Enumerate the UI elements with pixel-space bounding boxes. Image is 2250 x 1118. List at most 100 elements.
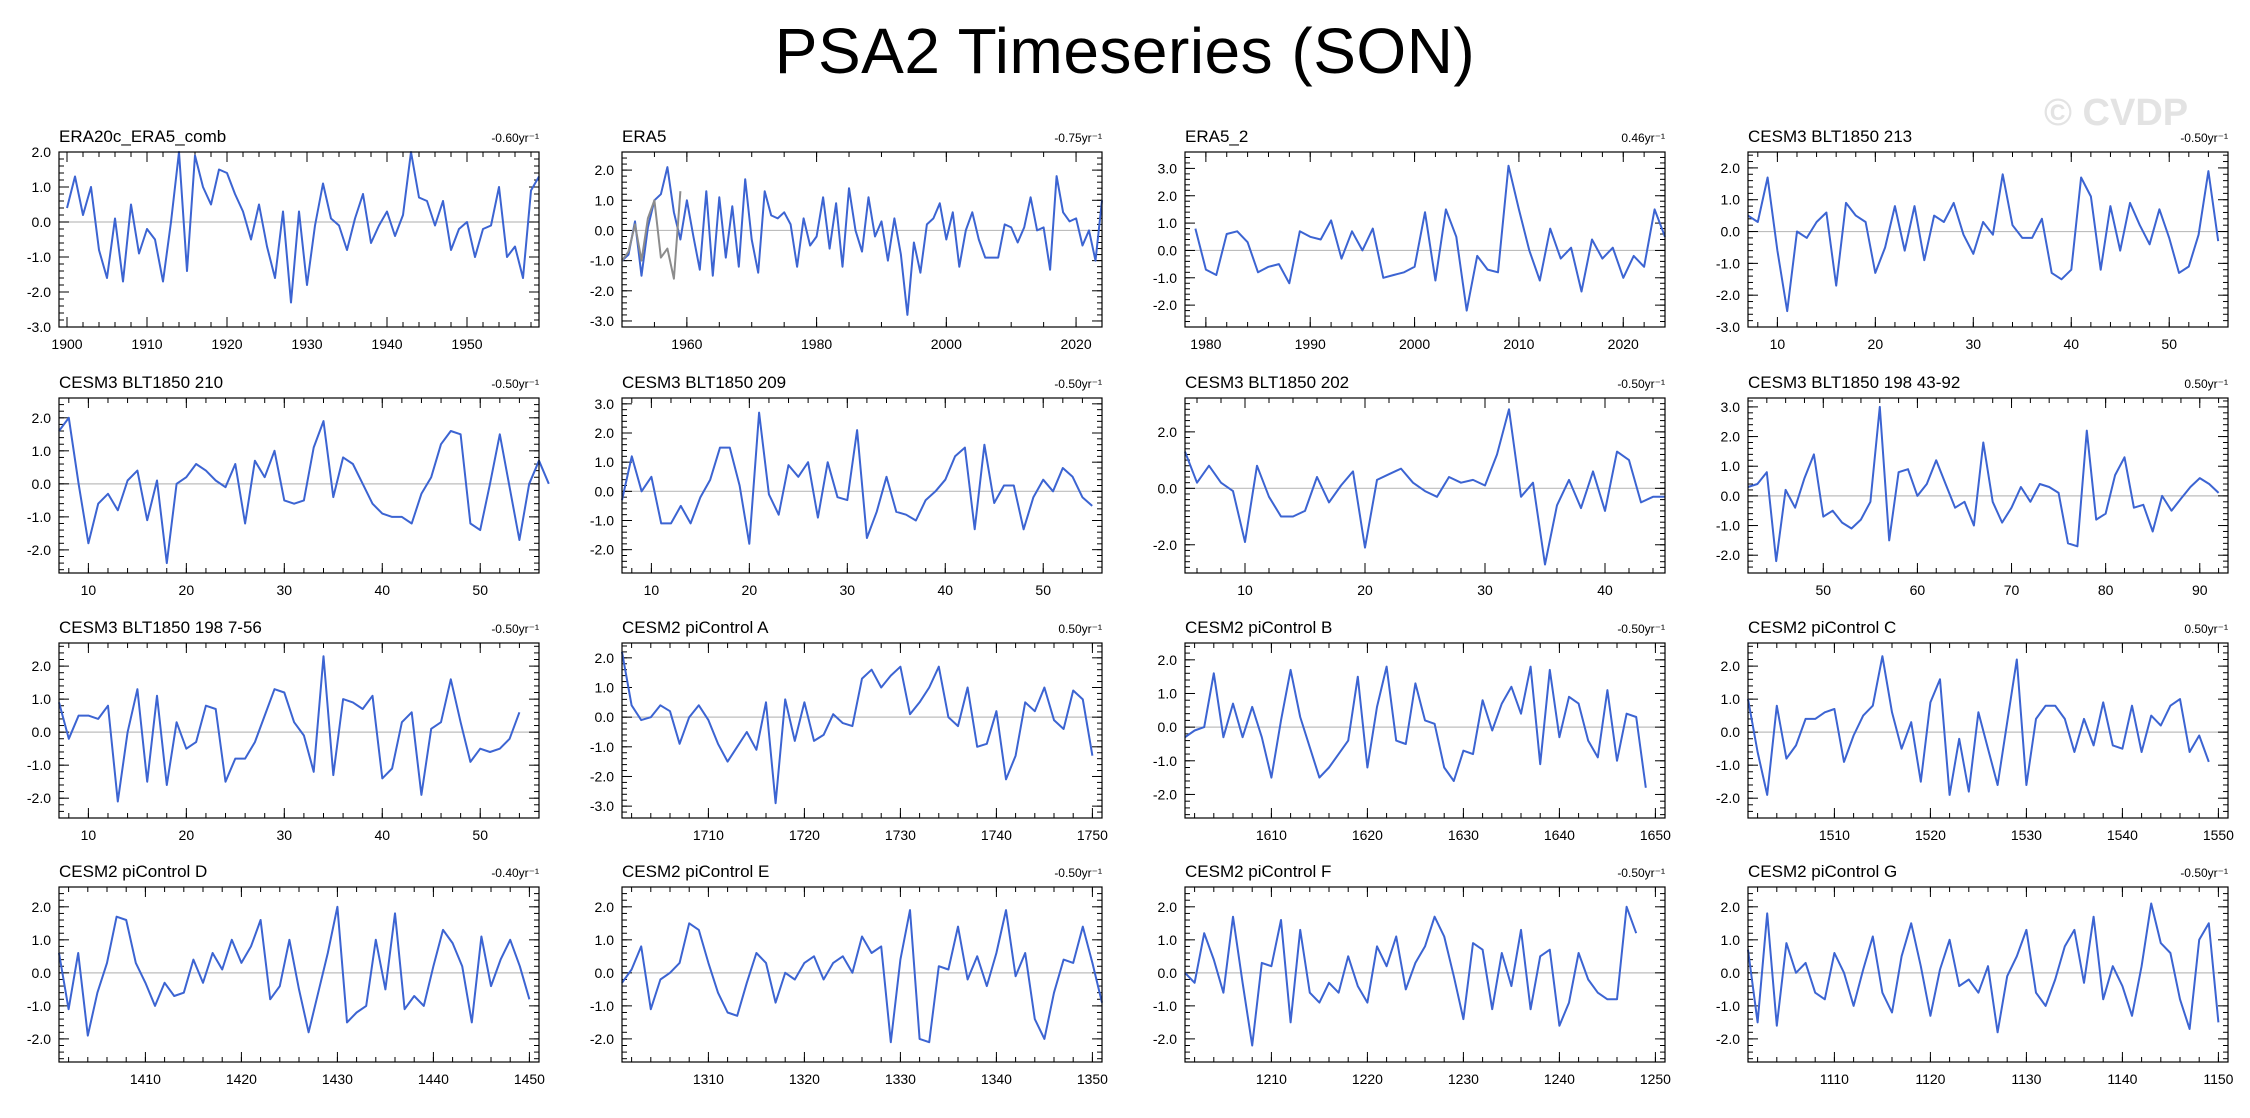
y-tick-label: 2.0 <box>1158 188 1178 204</box>
trend-label: -0.50yr⁻¹ <box>1617 866 1665 880</box>
x-tick-label: 1540 <box>2107 827 2138 843</box>
panel-2: ERA5 -0.75yr⁻¹ -3.0 -2.0 -1.0 0.0 1.0 2.0 1960 19… <box>590 127 1103 352</box>
plot-frame <box>1184 151 1666 328</box>
y-tick-label: -2.0 <box>590 283 614 299</box>
panel-16: CESM2 piControl G -0.50yr⁻¹ -2.0 -1.0 0.0 1.0… <box>1716 862 2234 1087</box>
plot-frame <box>1747 151 2229 328</box>
plot-frame <box>1184 397 1666 574</box>
y-tick-label: 0.0 <box>1721 224 1741 240</box>
y-tick-label: -1.0 <box>590 739 614 755</box>
x-tick-label: 1730 <box>885 827 916 843</box>
trend-label: -0.75yr⁻¹ <box>1054 131 1102 145</box>
plot-frame <box>1747 886 2229 1063</box>
y-tick-label: -1.0 <box>590 253 614 269</box>
x-tick-label: 1550 <box>2203 827 2234 843</box>
y-tick-label: 1.0 <box>1721 458 1741 474</box>
x-tick-label: 20 <box>179 827 195 843</box>
y-tick-label: -1.0 <box>1716 518 1740 534</box>
x-tick-label: 1920 <box>211 336 242 352</box>
y-tick-label: -1.0 <box>27 249 51 265</box>
y-tick-label: 0.0 <box>1721 724 1741 740</box>
x-tick-label: 80 <box>2098 582 2114 598</box>
panel-title: CESM2 piControl G <box>1748 862 1897 881</box>
series-line <box>58 416 550 565</box>
x-tick-label: 40 <box>2063 336 2079 352</box>
trend-label: -0.40yr⁻¹ <box>491 866 539 880</box>
y-tick-label: 0.0 <box>595 483 615 499</box>
x-tick-label: 1630 <box>1448 827 1479 843</box>
y-tick-label: 0.0 <box>595 222 615 238</box>
x-tick-label: 1610 <box>1256 827 1287 843</box>
y-tick-label: -1.0 <box>27 757 51 773</box>
y-tick-label: -2.0 <box>1153 537 1177 553</box>
panel-10: CESM2 piControl A 0.50yr⁻¹ -3.0 -2.0 -1.0 0.0… <box>590 618 1108 843</box>
panel-title: ERA20c_ERA5_comb <box>59 127 226 146</box>
x-tick-label: 1520 <box>1915 827 1946 843</box>
y-tick-label: -2.0 <box>27 542 51 558</box>
y-tick-label: 2.0 <box>1721 658 1741 674</box>
series-line <box>66 151 540 304</box>
panel-title: CESM2 piControl F <box>1185 862 1331 881</box>
series-line <box>1184 408 1665 566</box>
x-tick-label: 20 <box>179 582 195 598</box>
y-tick-label: -3.0 <box>590 313 614 329</box>
x-tick-label: 1650 <box>1640 827 1671 843</box>
x-tick-label: 1940 <box>371 336 402 352</box>
y-tick-label: -3.0 <box>27 319 51 335</box>
trend-label: -0.50yr⁻¹ <box>1617 622 1665 636</box>
series-line <box>621 909 1103 1044</box>
x-tick-label: 1640 <box>1544 827 1575 843</box>
y-tick-label: -2.0 <box>1716 287 1740 303</box>
x-tick-label: 1130 <box>2011 1071 2041 1087</box>
y-tick-label: 1.0 <box>32 691 52 707</box>
y-tick-label: 1.0 <box>1721 932 1741 948</box>
x-tick-label: 10 <box>644 582 660 598</box>
y-tick-label: -3.0 <box>1716 319 1740 335</box>
panel-1: ERA20c_ERA5_comb -0.60yr⁻¹ -3.0 -2.0 -1.0 0.0… <box>27 127 540 352</box>
x-tick-label: 1140 <box>2107 1071 2137 1087</box>
x-tick-label: 40 <box>937 582 953 598</box>
x-tick-label: 30 <box>277 827 293 843</box>
x-tick-label: 1330 <box>885 1071 916 1087</box>
y-tick-label: 1.0 <box>595 454 615 470</box>
y-tick-label: -2.0 <box>27 790 51 806</box>
y-tick-label: 0.0 <box>1158 480 1178 496</box>
x-tick-label: 1350 <box>1077 1071 1108 1087</box>
trend-label: 0.50yr⁻¹ <box>2184 622 2228 636</box>
plot-frame <box>621 642 1103 819</box>
x-tick-label: 1310 <box>693 1071 724 1087</box>
trend-label: -0.50yr⁻¹ <box>491 377 539 391</box>
x-tick-label: 10 <box>81 582 97 598</box>
x-tick-label: 2010 <box>1503 336 1534 352</box>
y-tick-label: -2.0 <box>590 1031 614 1047</box>
panel-15: CESM2 piControl F -0.50yr⁻¹ -2.0 -1.0 0.0 1.0… <box>1153 862 1671 1087</box>
panel-title: CESM3 BLT1850 209 <box>622 373 786 392</box>
y-tick-label: 0.0 <box>1158 242 1178 258</box>
x-tick-label: 50 <box>472 827 488 843</box>
plot-frame <box>1747 642 2229 819</box>
trend-label: -0.50yr⁻¹ <box>1054 377 1102 391</box>
x-tick-label: 60 <box>1910 582 1926 598</box>
y-tick-label: 0.0 <box>32 724 52 740</box>
x-tick-label: 1430 <box>322 1071 353 1087</box>
x-tick-label: 90 <box>2192 582 2208 598</box>
y-tick-label: 0.0 <box>1158 965 1178 981</box>
x-tick-label: 70 <box>2004 582 2020 598</box>
y-tick-label: 2.0 <box>1721 160 1741 176</box>
x-tick-label: 40 <box>374 827 390 843</box>
x-tick-label: 1750 <box>1077 827 1108 843</box>
trend-label: -0.50yr⁻¹ <box>2180 866 2228 880</box>
y-tick-label: 2.0 <box>595 162 615 178</box>
y-tick-label: 2.0 <box>1158 652 1178 668</box>
y-tick-label: -2.0 <box>1716 547 1740 563</box>
y-tick-label: -2.0 <box>27 284 51 300</box>
x-tick-label: 30 <box>1966 336 1982 352</box>
series-line <box>621 166 1103 316</box>
series-line <box>58 905 531 1037</box>
trend-label: -0.50yr⁻¹ <box>491 622 539 636</box>
x-tick-label: 1450 <box>514 1071 545 1087</box>
y-tick-label: 0.0 <box>32 965 52 981</box>
x-tick-label: 2000 <box>931 336 962 352</box>
x-tick-label: 1210 <box>1256 1071 1287 1087</box>
plot-frame <box>621 397 1103 574</box>
